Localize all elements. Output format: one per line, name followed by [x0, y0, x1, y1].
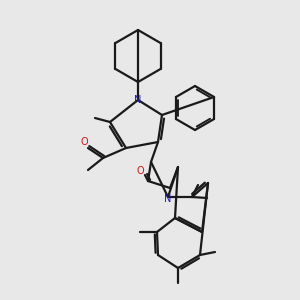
Text: O: O [136, 166, 144, 176]
Text: N: N [164, 194, 172, 204]
Text: N: N [134, 95, 142, 105]
Text: O: O [80, 137, 88, 147]
